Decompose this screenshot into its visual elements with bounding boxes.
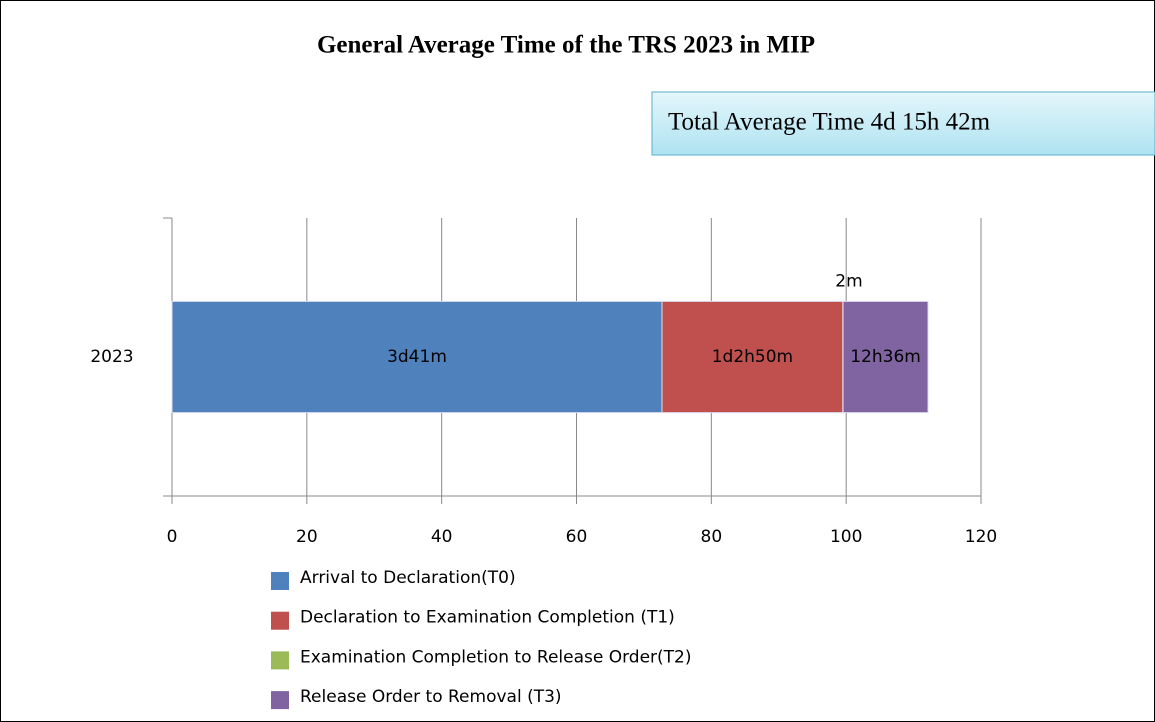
x-tick-label: 0 bbox=[167, 527, 178, 547]
data-label: 3d41m bbox=[387, 347, 447, 367]
bar-segment bbox=[842, 300, 929, 414]
legend-swatch bbox=[271, 651, 289, 670]
x-tick-label: 40 bbox=[431, 527, 453, 547]
legend-label: Examination Completion to Release Order(… bbox=[300, 647, 692, 667]
legend-swatch bbox=[271, 691, 289, 710]
x-tick-label: 20 bbox=[296, 527, 318, 547]
y-tick-label: 2023 bbox=[90, 347, 133, 367]
legend-label: Declaration to Examination Completion (T… bbox=[300, 608, 675, 628]
data-label: 12h36m bbox=[850, 347, 921, 367]
x-tick-label: 80 bbox=[701, 527, 723, 547]
legend-swatch bbox=[271, 572, 289, 590]
x-tick-label: 100 bbox=[830, 527, 862, 547]
annotation-box bbox=[651, 91, 1155, 156]
bar-segment bbox=[661, 300, 844, 414]
legend-label: Arrival to Declaration(T0) bbox=[300, 568, 516, 588]
annotation: Total Average Time 4d 15h 42m bbox=[668, 109, 991, 136]
chart-title: General Average Time of the TRS 2023 in … bbox=[317, 32, 815, 59]
x-tick-label: 120 bbox=[965, 527, 997, 547]
x-tick-label: 60 bbox=[566, 527, 588, 547]
legend-label: Release Order to Removal (T3) bbox=[300, 687, 562, 707]
data-label: 2m bbox=[835, 271, 862, 291]
data-label: 1d2h50m bbox=[712, 347, 793, 367]
legend-swatch bbox=[271, 611, 289, 630]
